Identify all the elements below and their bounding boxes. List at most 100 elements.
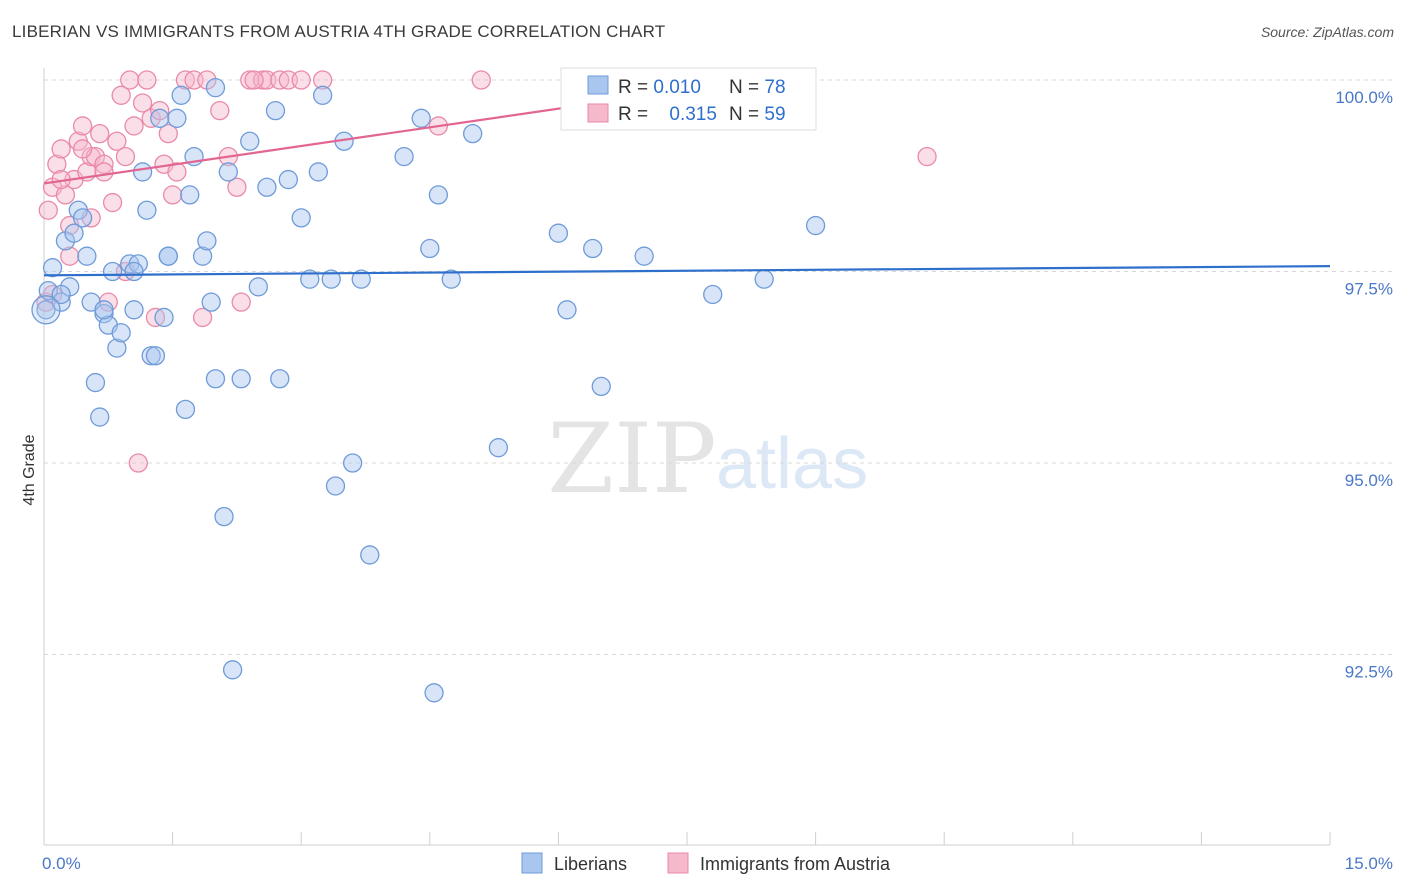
legend-r-label-2: R =: [618, 104, 653, 125]
liberian-point: [124, 300, 144, 320]
liberian-point: [145, 346, 166, 366]
watermark-zip: ZIP: [547, 403, 716, 515]
liberian-point: [342, 453, 363, 473]
series-label-austria[interactable]: Immigrants from Austria: [700, 854, 891, 874]
svg-text:N = 59: N = 59: [729, 104, 786, 125]
liberian-point: [488, 438, 509, 458]
austria-point: [137, 70, 157, 90]
y-tick-label: 97.5%: [1345, 280, 1393, 299]
series-swatch-austria[interactable]: [667, 852, 689, 874]
liberian-point: [64, 223, 84, 243]
y-tick-label: 95.0%: [1345, 471, 1393, 490]
austria-point: [158, 123, 178, 144]
austria-point: [227, 177, 247, 197]
liberian-point: [51, 292, 71, 312]
liberian-point: [291, 208, 311, 228]
austria-point: [47, 154, 67, 174]
stats-legend: R = 0.010 N = 78 R = 0.315 N = 59: [560, 67, 817, 131]
liberian-point: [85, 372, 106, 393]
watermark-atlas: atlas: [716, 424, 868, 504]
austria-point: [128, 453, 148, 473]
austria-point: [36, 292, 56, 312]
liberian-point: [107, 338, 127, 358]
austria-point: [55, 185, 76, 205]
liberian-point: [634, 246, 654, 266]
svg-text:N = 78: N = 78: [729, 77, 786, 98]
liberian-point: [205, 78, 226, 98]
liberian-point: [158, 246, 178, 266]
y-axis-label: 4th Grade: [21, 434, 38, 505]
liberian-point: [548, 223, 569, 243]
liberian-point: [150, 108, 170, 128]
legend-r-label-1: R =: [618, 77, 653, 98]
liberian-point: [90, 407, 110, 427]
series-swatch-liberians[interactable]: [521, 852, 543, 874]
liberian-point: [312, 85, 333, 105]
liberian-point: [36, 300, 56, 320]
liberian-point: [270, 369, 290, 389]
liberian-point: [197, 231, 217, 251]
liberian-point: [180, 185, 200, 205]
liberian-point-large: [31, 295, 61, 325]
austria-point: [38, 200, 58, 220]
liberian-point: [231, 369, 251, 389]
austria-point: [162, 185, 183, 205]
austria-point: [132, 93, 153, 113]
grid-lines: [44, 79, 1392, 655]
liberian-point: [300, 269, 320, 289]
austria-point: [917, 146, 937, 167]
austria-point: [51, 139, 71, 159]
chart-title: LIBERIAN VS IMMIGRANTS FROM AUSTRIA 4TH …: [12, 22, 666, 41]
liberian-point: [754, 269, 774, 289]
liberian-point: [77, 246, 97, 266]
liberian-point: [94, 300, 114, 320]
austria-point: [471, 70, 491, 90]
liberian-point: [321, 269, 341, 289]
y-tick-label: 92.5%: [1345, 663, 1393, 682]
liberian-point: [325, 476, 346, 496]
austria-point: [111, 85, 131, 105]
legend-n-value-1: 78: [764, 77, 785, 98]
liberian-point: [463, 123, 483, 144]
liberian-point: [591, 376, 611, 397]
legend-swatch-liberians: [587, 75, 609, 95]
series-legend: Liberians Immigrants from Austria: [521, 852, 891, 874]
liberian-point: [265, 100, 286, 121]
austria-point: [102, 192, 123, 213]
legend-swatch-austria: [587, 103, 609, 123]
austria-point: [120, 70, 140, 90]
austria-point: [124, 116, 144, 136]
liberian-point: [171, 85, 191, 105]
liberian-point: [192, 246, 213, 266]
liberian-point: [420, 238, 440, 259]
austria-point: [60, 246, 80, 266]
legend-n-label-1: N =: [729, 77, 764, 98]
legend-r-value-1: 0.010: [653, 77, 701, 98]
liberian-point: [205, 369, 226, 389]
liberian-point: [441, 269, 461, 289]
liberian-point: [42, 258, 63, 278]
liberian-points: [31, 78, 826, 703]
svg-text:R = 0.010: R = 0.010: [618, 77, 701, 98]
liberian-point: [278, 169, 298, 190]
liberian-point: [141, 346, 161, 366]
y-tick-label: 100.0%: [1335, 88, 1393, 107]
legend-r-value-2: 0.315: [669, 104, 717, 125]
austria-point: [107, 131, 127, 151]
liberian-point: [124, 261, 144, 282]
series-label-liberians[interactable]: Liberians: [554, 854, 627, 874]
austria-point: [210, 100, 230, 121]
liberian-point: [154, 307, 174, 328]
austria-point: [312, 70, 333, 90]
liberian-point: [111, 323, 131, 343]
liberian-point: [240, 131, 260, 151]
austria-point: [150, 100, 170, 121]
svg-text:R = 0.315: R = 0.315: [618, 104, 717, 125]
austria-point: [94, 162, 114, 182]
austria-point: [244, 70, 264, 90]
liberian-point: [394, 146, 414, 167]
liberian-point: [257, 177, 277, 197]
liberian-point: [222, 660, 243, 680]
liberian-point: [214, 506, 234, 527]
